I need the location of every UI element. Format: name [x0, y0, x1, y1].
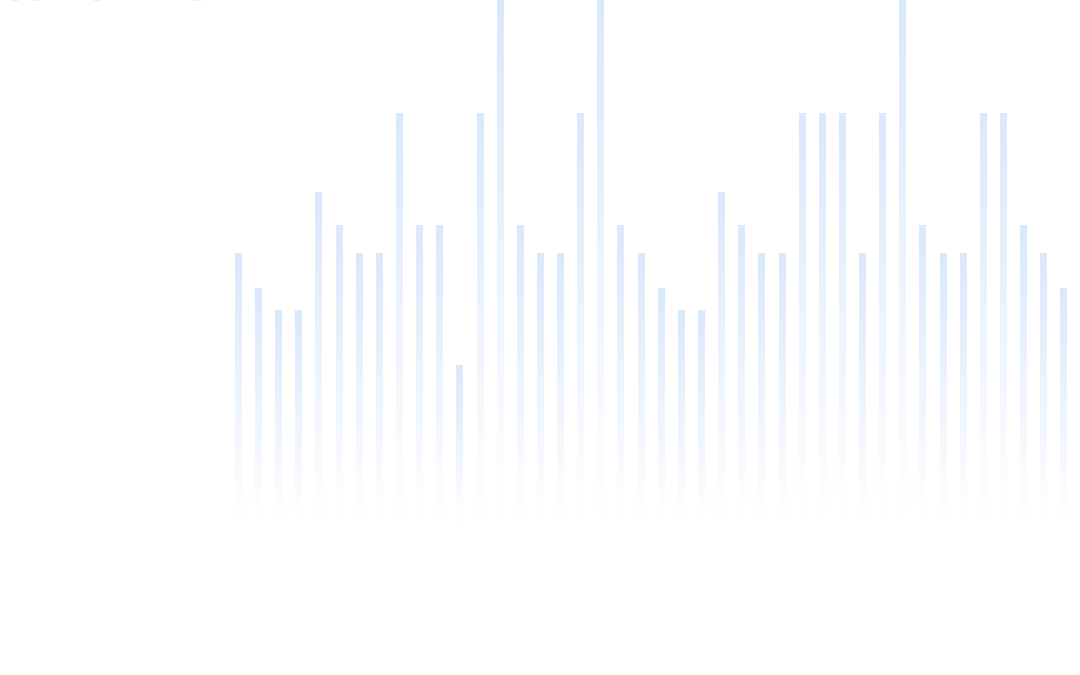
- decorative-bar: [53, 253, 60, 630]
- decorative-bar: [154, 253, 161, 630]
- decorative-bar: [799, 113, 806, 525]
- decorative-bar: [899, 0, 906, 525]
- decorative-bar: [1060, 288, 1067, 525]
- decorative-bar: [497, 0, 504, 525]
- decorative-bar: [658, 288, 665, 525]
- decorative-bar: [436, 225, 443, 525]
- decorative-bar: [1040, 253, 1047, 525]
- decorative-bar: [839, 113, 846, 525]
- decorative-bar: [819, 113, 826, 525]
- decorative-bar: [477, 113, 484, 525]
- decorative-bar: [315, 192, 322, 525]
- decorative-bar: [678, 310, 685, 525]
- decorative-bar: [416, 225, 423, 525]
- decorative-bar: [718, 192, 725, 525]
- decorative-bar: [698, 310, 705, 525]
- decorative-bar: [134, 253, 141, 630]
- decorative-bar: [940, 253, 947, 525]
- decorative-bar: [738, 225, 745, 525]
- decorative-bar: [336, 225, 343, 525]
- decorative-bar: [275, 310, 282, 525]
- decorative-bar: [33, 0, 40, 630]
- decorative-bar: [174, 113, 181, 630]
- decorative-bar: [779, 253, 786, 525]
- decorative-bars: [12, 0, 1067, 630]
- decorative-bar: [235, 253, 242, 525]
- decorative-bar: [194, 0, 201, 630]
- decorative-bar: [12, 0, 19, 630]
- decorative-bar: [638, 253, 645, 525]
- decorative-bar: [255, 288, 262, 525]
- decorative-bar: [376, 253, 383, 525]
- decorative-bar: [356, 253, 363, 525]
- decorative-bar: [758, 253, 765, 525]
- decorative-bar: [879, 113, 886, 525]
- decorative-bar: [597, 0, 604, 525]
- decorative-bar: [617, 225, 624, 525]
- decorative-bar: [537, 253, 544, 525]
- decorative-bar: [1020, 225, 1027, 525]
- decorative-bar: [557, 253, 564, 525]
- decorative-bar: [960, 253, 967, 525]
- decorative-bar: [456, 365, 463, 525]
- decorative-bar: [980, 113, 987, 525]
- decorative-bar: [114, 225, 121, 630]
- decorative-bar: [396, 113, 403, 525]
- decorative-bar: [93, 0, 100, 630]
- decorative-bar: [859, 253, 866, 525]
- decorative-bar: [517, 225, 524, 525]
- decorative-bar: [295, 310, 302, 525]
- decorative-bar: [73, 57, 80, 630]
- decorative-bar: [577, 113, 584, 525]
- decorative-bar: [215, 225, 222, 630]
- decorative-bar: [919, 225, 926, 525]
- decorative-bar: [1000, 113, 1007, 525]
